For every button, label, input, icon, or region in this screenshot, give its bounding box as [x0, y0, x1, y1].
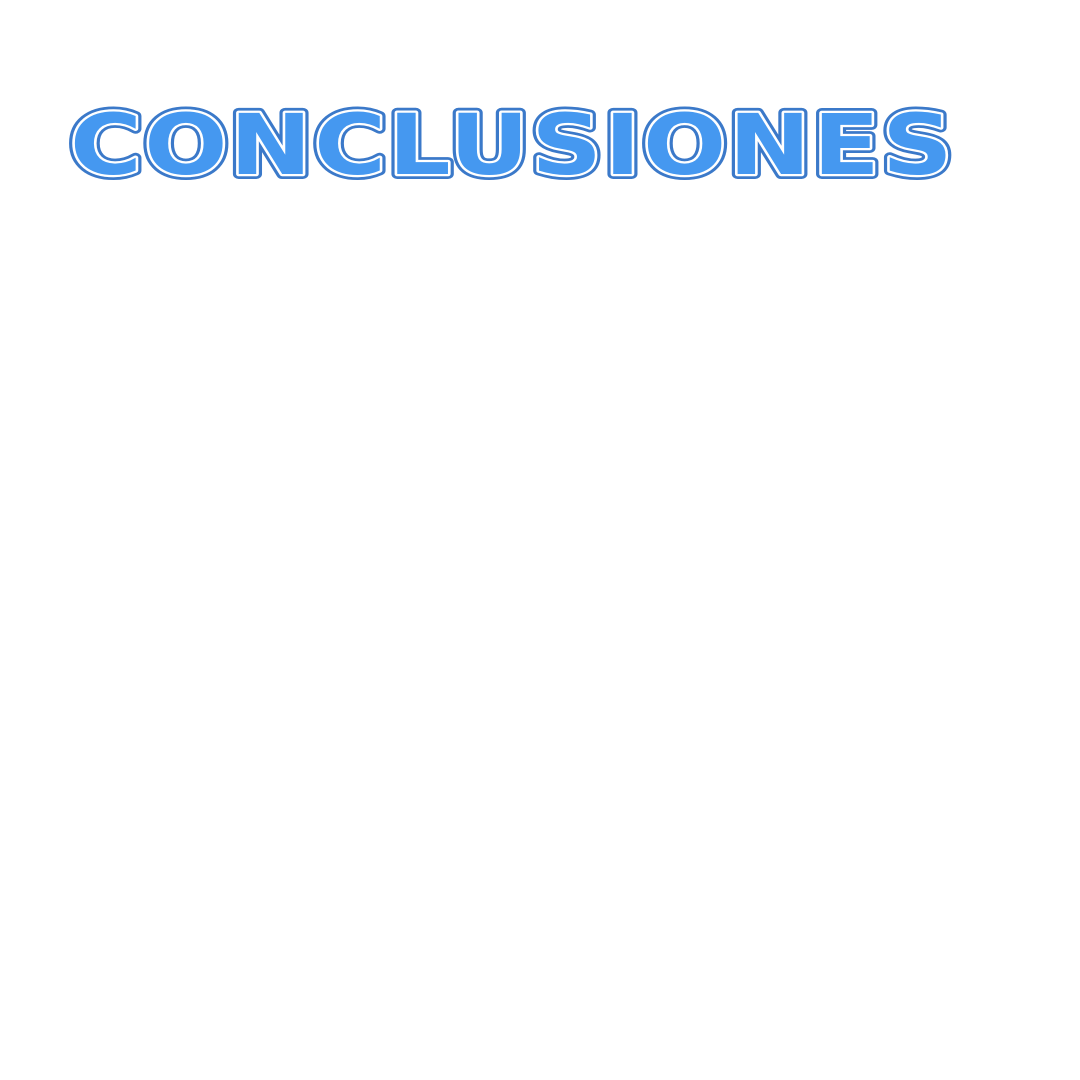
title-highlight-layer: CONCLUSIONES	[70, 96, 955, 194]
title-wordart: CONCLUSIONES CONCLUSIONES CONCLUSIONES	[65, 91, 958, 199]
slide-title: CONCLUSIONES CONCLUSIONES CONCLUSIONES	[65, 91, 960, 199]
title-text: CONCLUSIONES	[70, 96, 955, 194]
title-outline-layer: CONCLUSIONES	[70, 96, 955, 194]
